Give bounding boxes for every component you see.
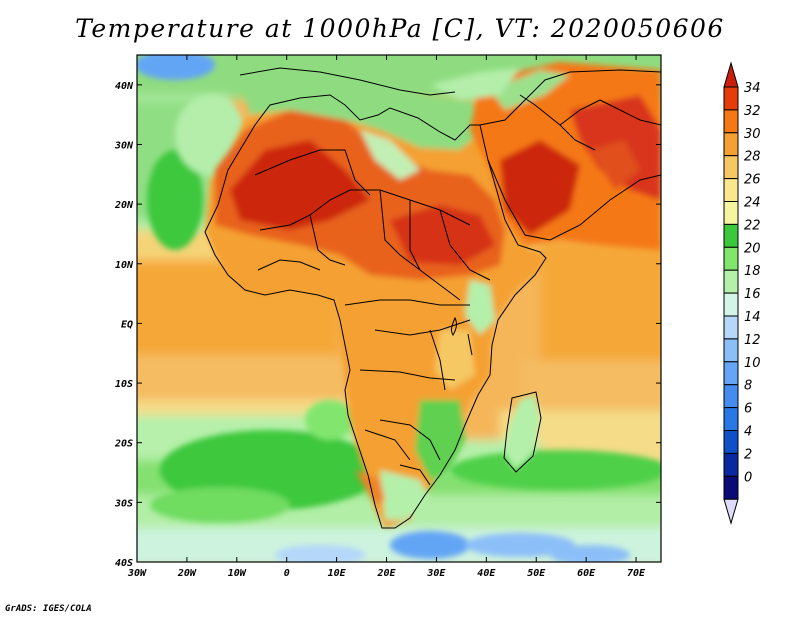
plot-frame <box>136 54 662 563</box>
colorbar-label: 10 <box>744 356 761 371</box>
lon-tick-label: 20W <box>177 568 197 579</box>
lat-tick-label: 40S <box>115 558 133 569</box>
colorbar-swatch <box>723 292 739 317</box>
lat-tick-label: 10S <box>115 379 133 390</box>
colorbar-label: 22 <box>744 218 761 233</box>
colorbar-swatch <box>723 109 739 134</box>
colorbar-label: 12 <box>744 333 761 348</box>
colorbar-swatch <box>723 269 739 294</box>
lat-tick-label: EQ <box>121 319 133 330</box>
colorbar-label: 34 <box>744 81 761 96</box>
colorbar-swatch <box>723 452 739 477</box>
colorbar-swatch <box>723 384 739 409</box>
colorbar-label: 28 <box>744 150 761 165</box>
colorbar-swatch <box>723 201 739 225</box>
lat-tick-label: 30S <box>114 498 133 509</box>
colorbar-label: 26 <box>744 173 761 188</box>
colorbar-swatch <box>723 155 739 180</box>
lat-tick-label: 20N <box>114 200 134 211</box>
colorbar-swatch <box>723 338 739 363</box>
colorbar-low-cap <box>723 498 739 525</box>
colorbar-swatch <box>723 361 739 386</box>
colorbar-label: 30 <box>744 127 761 142</box>
coastlines <box>204 67 661 529</box>
colorbar-swatch <box>723 178 739 203</box>
colorbar-swatch <box>723 430 739 454</box>
footer-credit: GrADS: IGES/COLA <box>5 604 92 614</box>
lon-tick-label: 60E <box>577 568 596 579</box>
colorbar-label: 4 <box>744 425 752 440</box>
colorbar-swatch <box>723 246 739 271</box>
colorbar-label: 0 <box>744 470 752 485</box>
colorbar-swatch <box>723 315 739 340</box>
colorbar-label: 20 <box>744 241 761 256</box>
map-title: Temperature at 1000hPa [C], VT: 20200506… <box>75 14 725 43</box>
colorbar-label: 24 <box>744 196 761 211</box>
colorbar-swatch <box>723 223 739 248</box>
lon-tick-label: 50E <box>527 568 546 579</box>
colorbar-swatch <box>723 475 739 500</box>
lat-tick-label: 20S <box>114 439 133 450</box>
axis-ticks: 30W 20W 10W 0 10E 20E 30E 40E 50E 60E 70E 40N 30N 20N… <box>114 55 661 579</box>
lon-tick-label: 70E <box>627 568 646 579</box>
lon-tick-label: 10E <box>328 568 347 579</box>
colorbar-swatch <box>723 132 739 157</box>
lon-tick-label: 40E <box>477 568 496 579</box>
colorbar-label: 6 <box>744 402 752 417</box>
lon-tick-label: 10W <box>228 568 247 579</box>
lon-tick-label: 20E <box>376 568 396 579</box>
lon-tick-label: 30E <box>426 568 446 579</box>
lon-tick-label: 30W <box>127 568 147 579</box>
lat-tick-label: 30N <box>114 140 134 151</box>
colorbar-label: 14 <box>744 310 761 325</box>
temperature-field <box>137 55 661 562</box>
colorbar-label: 18 <box>744 264 761 279</box>
colorbar-swatch <box>723 86 739 111</box>
lat-tick-label: 10N <box>115 260 134 271</box>
colorbar-label: 8 <box>744 379 752 394</box>
colorbar-label: 32 <box>744 104 761 119</box>
colorbar-label: 16 <box>744 287 761 302</box>
lon-tick-label: 0 <box>284 568 290 579</box>
colorbar-high-cap <box>723 61 739 88</box>
lat-tick-label: 40N <box>115 81 134 92</box>
colorbar-swatch <box>723 407 739 432</box>
colorbar-label: 2 <box>744 447 752 462</box>
